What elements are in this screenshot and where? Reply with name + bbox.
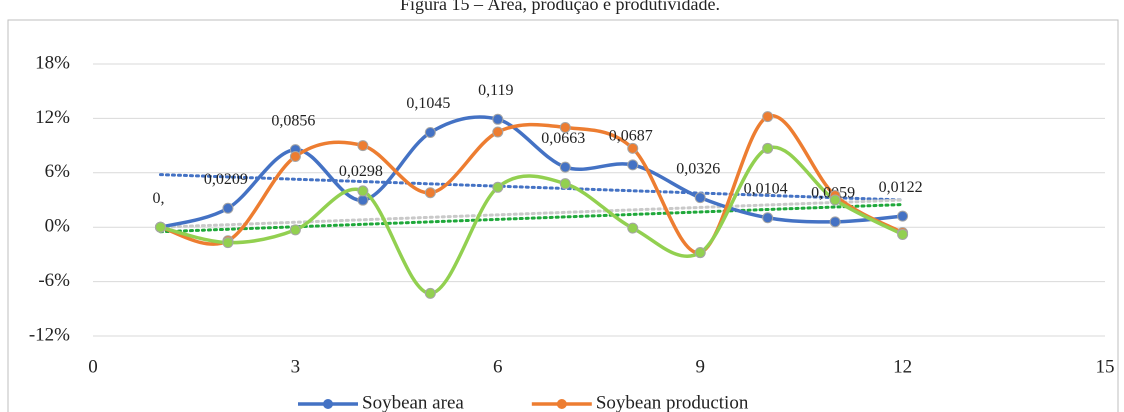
point [492,113,504,125]
x-tick-label: 3 [291,356,301,377]
data-label: 0,0104 [744,180,788,197]
point [627,159,639,171]
x-tick-label: 0 [88,356,98,377]
point [694,247,706,259]
x-tick-label: 6 [493,356,503,377]
data-label: 0,0298 [339,163,383,180]
data-label: 0,0209 [204,171,248,188]
data-label: 0, [152,190,164,207]
point [559,161,571,173]
point [627,142,639,154]
y-tick-label: -6% [38,270,70,291]
legend-label: Soybean production [596,392,749,412]
point [424,187,436,199]
point [424,287,436,299]
point [559,121,571,133]
point [357,140,369,152]
point [357,185,369,197]
point [762,111,774,123]
data-label: 0,0122 [879,179,923,196]
point [289,150,301,162]
data-label: 0,0326 [676,160,720,177]
point [492,181,504,193]
x-tick-label: 15 [1096,356,1115,377]
point [222,202,234,214]
point [829,194,841,206]
legend-label: Soybean area [362,392,464,412]
point [762,142,774,154]
series-line [159,114,904,255]
point [694,192,706,204]
data-label: 0,0856 [271,112,315,129]
point [897,210,909,222]
series-line [159,115,903,229]
trendline [158,203,905,234]
data-label: 0,1045 [406,95,450,112]
data-label: 0,0687 [609,128,653,145]
trendline [158,198,905,229]
legend-marker [323,399,333,409]
point [559,178,571,190]
chart-title: Figura 15 – Área, produção e produtivida… [400,0,720,14]
y-tick-label: 0% [45,216,71,237]
point [222,237,234,249]
data-label: 0,0663 [541,130,585,147]
data-label: 0,119 [478,82,513,99]
trendline [158,173,905,202]
legend-marker [556,399,567,409]
x-tick-label: 12 [893,356,912,377]
chart-frame [7,19,1119,412]
point [424,126,436,138]
point [289,224,301,236]
x-tick-label: 9 [695,356,705,377]
point [762,212,774,224]
point [897,228,909,240]
point [357,194,369,206]
point [154,221,166,233]
y-tick-label: 6% [45,161,71,182]
y-tick-label: 12% [35,107,70,128]
point [829,216,841,228]
y-tick-label: 18% [35,52,70,73]
y-tick-label: -12% [29,324,70,345]
point [492,126,504,138]
point [627,222,639,234]
